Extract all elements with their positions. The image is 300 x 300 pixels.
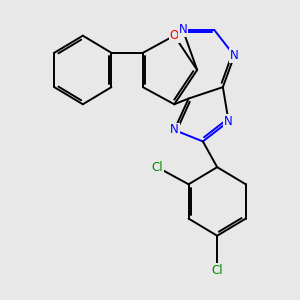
Text: Cl: Cl (211, 263, 223, 277)
Text: O: O (170, 29, 179, 42)
Text: N: N (170, 124, 179, 136)
Text: N: N (178, 23, 187, 37)
Text: Cl: Cl (151, 160, 163, 174)
Text: N: N (224, 115, 233, 128)
Text: N: N (230, 49, 239, 62)
